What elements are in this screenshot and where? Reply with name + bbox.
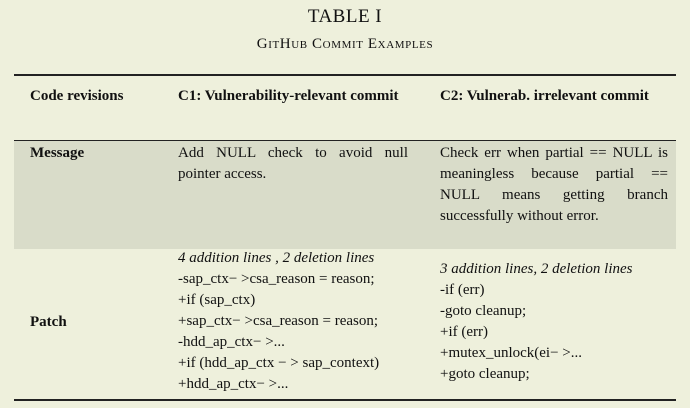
bottom-rule <box>14 399 676 401</box>
patch-c1-line: +if (sap_ctx) <box>178 292 256 308</box>
header-c2: C2: Vulnerab. irrelevant commit <box>440 86 668 107</box>
table-label: TABLE I <box>307 6 383 27</box>
patch-c2-line: +if (err) <box>440 324 489 340</box>
header-c2-text: C2: Vulnerab. irrelevant commit <box>440 88 649 104</box>
header-code-revisions: Code revisions <box>30 88 124 104</box>
message-c1: Add NULL check to avoid null pointer acc… <box>178 145 408 182</box>
row-label-patch: Patch <box>30 314 67 330</box>
patch-c1: 4 addition lines , 2 deletion lines -sap… <box>178 248 379 395</box>
patch-c2-line: -if (err) <box>440 282 485 298</box>
row-label-message: Message <box>30 145 85 161</box>
patch-c2-line: +goto cleanup; <box>440 366 530 382</box>
patch-c2-line: +mutex_unlock(ei− >... <box>440 345 583 361</box>
patch-c1-line: +hdd_ap_ctx− >... <box>178 376 289 392</box>
patch-c1-line: -sap_ctx− >csa_reason = reason; <box>178 271 375 287</box>
patch-c1-line: +sap_ctx− >csa_reason = reason; <box>178 313 379 329</box>
table-title: GitHub Commit Examples <box>256 36 434 52</box>
header-c1: C1: Vulnerability-relevant commit <box>178 86 408 107</box>
message-row-shading <box>14 141 676 249</box>
patch-c1-summary: 4 addition lines , 2 deletion lines <box>178 250 375 266</box>
top-rule <box>14 74 676 76</box>
patch-c1-line: +if (hdd_ap_ctx − > sap_context) <box>178 355 380 371</box>
patch-c2-summary: 3 addition lines, 2 deletion lines <box>440 261 633 277</box>
patch-c1-line: -hdd_ap_ctx− >... <box>178 334 285 350</box>
header-rule <box>14 140 676 141</box>
header-c1-text: C1: Vulnerability-relevant commit <box>178 88 399 104</box>
patch-c2: 3 addition lines, 2 deletion lines -if (… <box>440 259 632 385</box>
message-c2: Check err when partial == NULL is meanin… <box>440 145 668 224</box>
patch-c2-line: -goto cleanup; <box>440 303 527 319</box>
